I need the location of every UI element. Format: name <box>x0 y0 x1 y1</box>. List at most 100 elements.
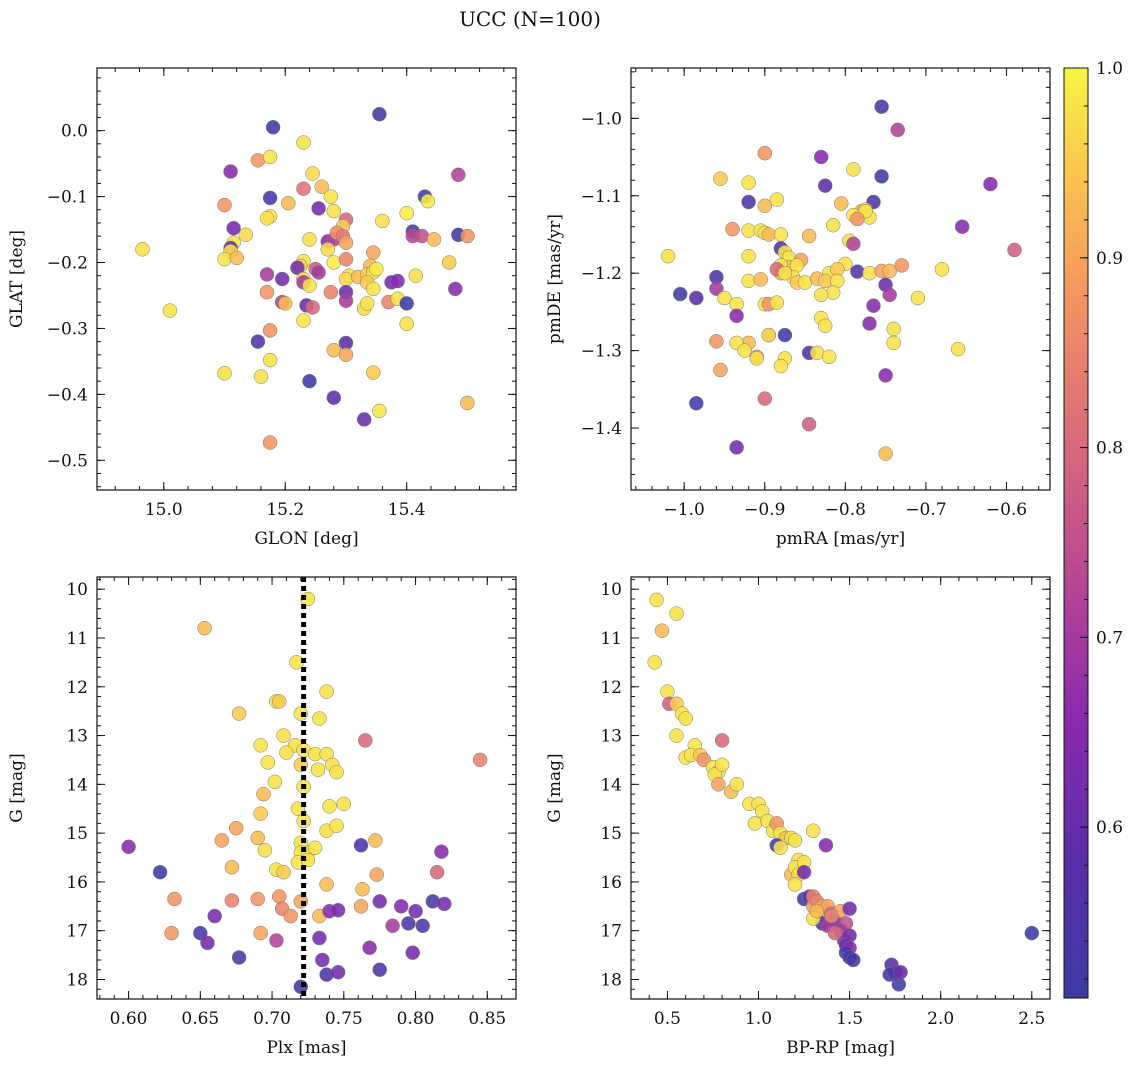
data-point <box>1024 925 1040 941</box>
data-point <box>372 106 387 122</box>
y-tick-label: −1.2 <box>581 264 622 284</box>
data-point <box>231 706 247 721</box>
data-point <box>368 833 383 848</box>
x-tick-label: 15.2 <box>266 500 304 520</box>
colorbar-tick-label: 0.9 <box>1096 249 1123 269</box>
data-point <box>649 592 664 608</box>
data-point <box>910 290 926 306</box>
y-tick-label: 13 <box>66 727 88 747</box>
colorbar-tick-label: 0.6 <box>1096 818 1123 838</box>
data-point <box>747 816 763 831</box>
data-point <box>260 755 276 770</box>
y-tick-label: 12 <box>600 678 622 698</box>
y-tick-label: −0.2 <box>47 254 88 274</box>
data-point <box>276 864 291 880</box>
y-tick-label: 11 <box>66 629 88 649</box>
data-point <box>654 623 670 638</box>
data-point <box>741 273 756 289</box>
data-point <box>818 838 834 853</box>
y-tick-label: 18 <box>600 970 622 990</box>
y-tick-label: 10 <box>66 580 88 600</box>
data-point <box>420 193 436 209</box>
data-point <box>824 908 839 924</box>
data-point <box>717 290 732 306</box>
colorbar-tick-label: 1.0 <box>1096 59 1123 79</box>
data-point <box>353 899 369 914</box>
data-point <box>310 762 326 777</box>
data-point <box>850 211 865 227</box>
data-point <box>886 335 901 351</box>
data-point <box>737 343 752 358</box>
x-tick-label: 1.0 <box>745 1009 772 1029</box>
data-point <box>372 894 387 909</box>
data-point <box>813 149 829 165</box>
x-axis-label: Plx [mas] <box>266 1038 346 1058</box>
data-point <box>217 366 232 381</box>
ticks <box>630 577 1051 1000</box>
data-point <box>312 711 327 726</box>
y-tick-label: 17 <box>66 922 88 942</box>
data-point <box>850 264 865 279</box>
data-point <box>689 290 704 306</box>
y-tick-label: 10 <box>600 580 622 600</box>
data-point <box>451 167 466 183</box>
data-point <box>366 281 381 297</box>
data-point <box>217 197 232 213</box>
data-point <box>846 236 861 252</box>
x-axis-label: BP-RP [mag] <box>786 1038 895 1058</box>
data-point <box>934 262 950 277</box>
y-axis-label: G [mag] <box>545 753 565 822</box>
data-point <box>274 271 290 287</box>
data-point <box>415 918 430 934</box>
data-point <box>448 281 463 297</box>
data-point <box>817 318 833 334</box>
data-point <box>385 918 400 934</box>
data-point <box>276 728 291 743</box>
data-point <box>312 930 327 946</box>
data-point <box>207 908 222 924</box>
data-point <box>238 227 254 243</box>
data-point <box>414 228 430 244</box>
x-tick-label: 15.4 <box>388 500 426 520</box>
data-point <box>372 403 387 419</box>
data-point <box>271 889 287 904</box>
data-point <box>253 369 269 384</box>
data-point <box>197 620 212 636</box>
panel-glon-glat: 15.0 15.2 15.4 0.0 −0.1 −0.2 −0.3 −0.4 −0.5 GLON … <box>7 67 517 549</box>
x-tick-label: 15.0 <box>145 500 183 520</box>
panels: 15.0 15.2 15.4 0.0 −0.1 −0.2 −0.3 −0.4 −0.5 GLON … <box>7 67 1051 1058</box>
data-point <box>813 287 829 303</box>
data-point <box>882 287 897 303</box>
data-point <box>319 877 334 892</box>
scatter-points <box>121 591 488 995</box>
data-point <box>393 899 409 914</box>
data-point <box>749 351 764 366</box>
data-point <box>787 877 803 892</box>
x-tick-label: 0.85 <box>468 1009 506 1029</box>
data-point <box>983 176 998 192</box>
data-point <box>353 838 369 853</box>
data-point <box>741 248 756 264</box>
data-point <box>741 194 756 210</box>
data-point <box>773 227 789 242</box>
data-point <box>135 242 150 257</box>
data-point <box>878 368 893 383</box>
data-point <box>669 728 684 743</box>
data-point <box>647 655 662 670</box>
data-point <box>713 362 728 378</box>
axes-frame <box>630 67 1051 491</box>
data-point <box>711 777 726 792</box>
x-tick-label: −0.6 <box>986 500 1027 520</box>
x-tick-label: 0.70 <box>253 1009 291 1029</box>
y-tick-label: −0.1 <box>47 188 88 208</box>
data-point <box>307 840 323 856</box>
data-point <box>362 940 377 956</box>
data-point <box>259 267 275 282</box>
data-point <box>954 219 970 234</box>
y-tick-label: 17 <box>600 922 622 942</box>
data-point <box>729 777 744 792</box>
data-point <box>229 250 244 266</box>
data-point <box>809 903 825 919</box>
data-point <box>214 833 230 848</box>
data-point <box>678 711 693 726</box>
